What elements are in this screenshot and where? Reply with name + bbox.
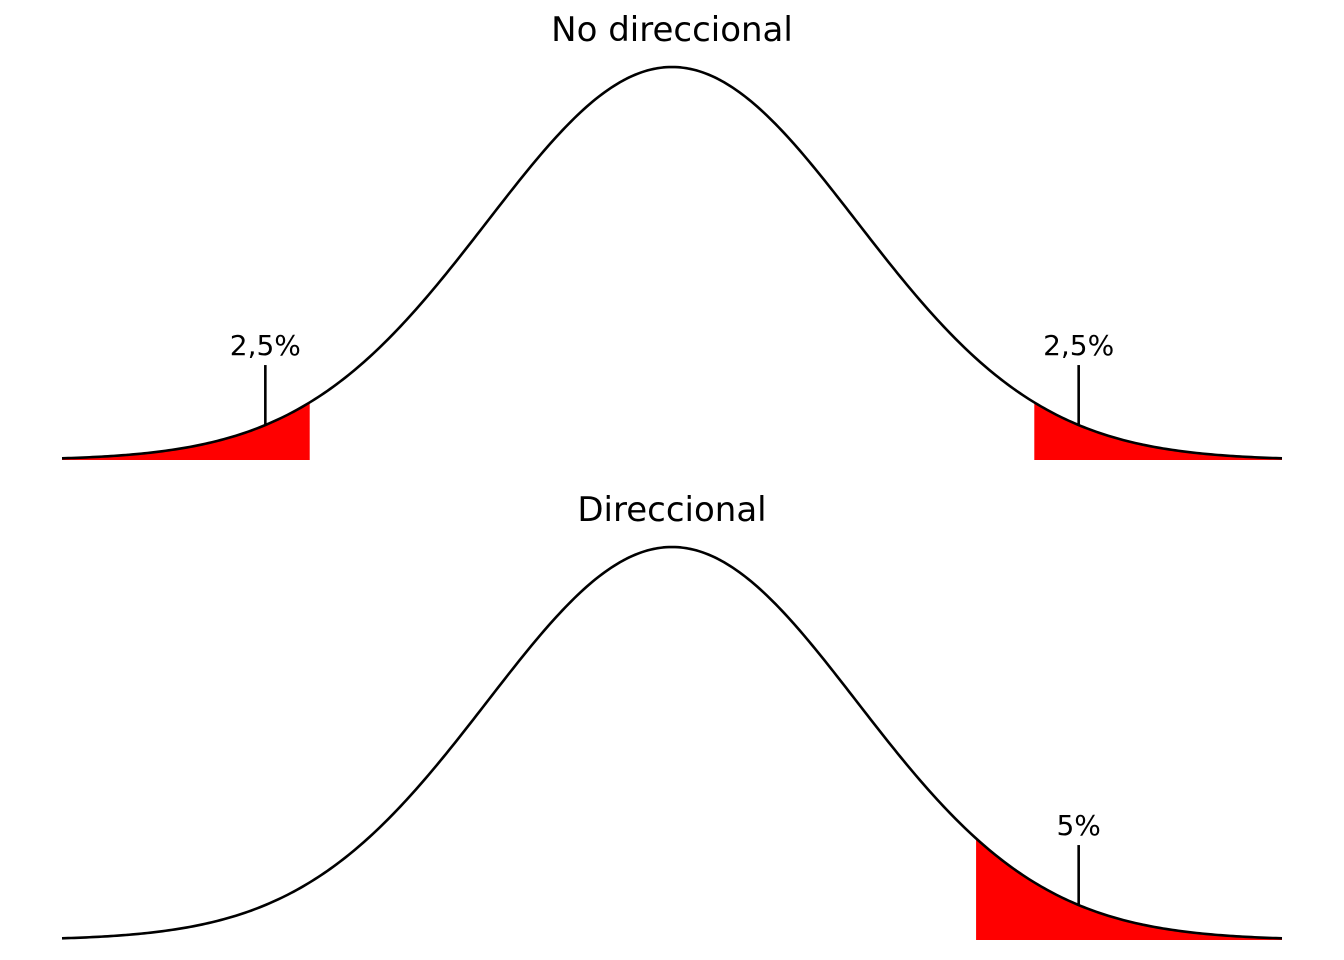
- rejection-regions: [976, 838, 1282, 940]
- annotations: 5%: [1056, 809, 1101, 906]
- rejection-regions: [62, 402, 1282, 460]
- rejection-region-0: [976, 838, 1282, 940]
- annotation-label-1: 2,5%: [1043, 329, 1114, 362]
- annotation-label-0: 5%: [1056, 809, 1100, 842]
- panel-non-directional: No direccional 2,5% 2,5%: [61, 10, 1283, 460]
- rejection-region-0: [62, 402, 310, 460]
- density-curve: [61, 65, 1283, 460]
- panel-title: No direccional: [551, 10, 793, 50]
- panel-directional: Direccional 5%: [61, 490, 1283, 940]
- rejection-region-1: [1034, 402, 1282, 460]
- density-curve: [61, 545, 1283, 940]
- annotation-label-0: 2,5%: [230, 329, 301, 362]
- panel-title: Direccional: [577, 490, 766, 530]
- annotations: 2,5% 2,5%: [230, 329, 1114, 426]
